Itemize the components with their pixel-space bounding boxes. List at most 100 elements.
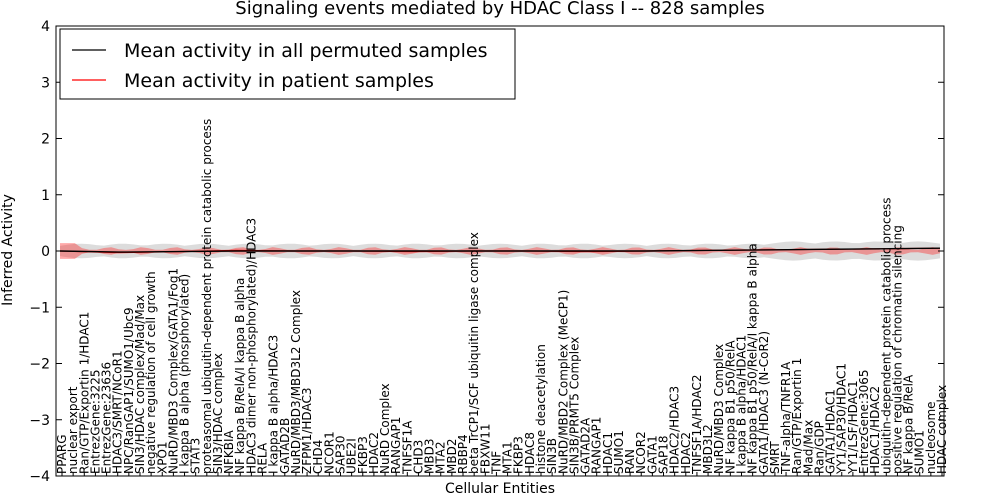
x-tick-label: SIN3/HDAC complex/Mad/Max bbox=[133, 295, 147, 474]
x-tick-label: RANGAP1 bbox=[590, 417, 604, 474]
x-tick-label: NuRD/MBD3/MBD3L2 Complex bbox=[289, 290, 303, 474]
x-tick-label: beta TrCP1/SCF ubiquitin ligase complex bbox=[467, 232, 481, 474]
x-tick-label: HDAC8 bbox=[523, 432, 537, 474]
x-tick-label: HDAC3 dimer non-phosphorylated)/HDAC3 bbox=[244, 218, 258, 474]
x-tick-label: SAP30 bbox=[334, 435, 348, 474]
x-tick-label: TNFSF1A bbox=[400, 420, 414, 475]
x-tick-label: HDAC1 bbox=[601, 432, 615, 474]
y-tick-label: −1 bbox=[29, 300, 50, 316]
x-tick-label: NuRD/MBD3 Complex/GATA1/Fog1 bbox=[166, 268, 180, 474]
x-tick-label: EntrezGene:23636 bbox=[100, 362, 114, 474]
x-tick-label: GATA1 bbox=[645, 435, 659, 474]
permuted-mean-line bbox=[59, 247, 941, 253]
legend-label-permuted: Mean activity in all permuted samples bbox=[124, 40, 487, 62]
x-tick-label: CHD3 bbox=[412, 440, 426, 474]
x-tick-label: RAN bbox=[623, 449, 637, 474]
x-tick-label: MBD3 bbox=[423, 439, 437, 474]
x-tick-label: MBD3L2 bbox=[701, 424, 715, 474]
x-axis-label: Cellular Entities bbox=[445, 481, 555, 497]
legend: Mean activity in all permuted samples Me… bbox=[59, 28, 516, 100]
x-tick-label: SUMO1 bbox=[913, 430, 927, 474]
x-tick-label: NuRD Complex bbox=[378, 383, 392, 474]
x-tick-label: MTA1 bbox=[501, 441, 515, 474]
x-tick-label: XPO1 bbox=[155, 441, 169, 474]
x-tick-label: MBD2 bbox=[445, 439, 459, 474]
x-tick-label: HDAC2 bbox=[367, 432, 381, 474]
x-tick-label: positive regulation of chromatin silenci… bbox=[890, 225, 904, 474]
x-tick-label: NPC/RanGAP1/SUMO1/Ubc9 bbox=[122, 307, 136, 474]
x-tick-label: TNF-alpha/TNFR1A bbox=[779, 361, 793, 475]
x-tick-label: HDAC2 bbox=[679, 432, 693, 474]
x-tick-label: NF kappa B/RelA bbox=[902, 374, 916, 474]
x-tick-label: MTA2 bbox=[434, 441, 448, 474]
x-tick-label: NuRD/MBD2 Complex (MeCP1) bbox=[556, 290, 570, 474]
x-tick-label: TNF bbox=[489, 451, 503, 475]
x-tick-label: UBE2I bbox=[345, 438, 359, 474]
x-tick-label: GATAD2A bbox=[579, 417, 593, 474]
x-tick-label: I kappa B alpha/HDAC3 bbox=[267, 335, 281, 474]
x-tick-label: YY1/SAP30/HDAC1 bbox=[835, 363, 849, 475]
x-tick-label: SIN3B bbox=[545, 438, 559, 474]
chart-title: Signaling events mediated by HDAC Class … bbox=[235, 0, 764, 19]
x-tick-label: FBXW11 bbox=[478, 424, 492, 475]
legend-box bbox=[59, 28, 516, 100]
x-tick-label: ubiquitin-dependent protein catabolic pr… bbox=[879, 198, 893, 474]
x-tick-label: nucleosome bbox=[924, 401, 938, 474]
y-tick-label: 3 bbox=[41, 75, 50, 91]
x-tick-label: EntrezGene:3225 bbox=[88, 370, 102, 475]
x-tick-label: NCOR2 bbox=[634, 431, 648, 474]
x-tick-label: HDAC1/HDAC2 bbox=[868, 386, 882, 474]
x-tick-label: SAP18 bbox=[657, 435, 671, 474]
x-tick-label: SUMO1 bbox=[612, 430, 626, 474]
x-tick-label: Ran/GTP/Exportin 1/HDAC1 bbox=[77, 312, 91, 474]
series-lines bbox=[59, 247, 941, 254]
y-axis: 4 3 2 1 0 −1 −2 −3 −4 bbox=[29, 19, 944, 485]
y-tick-label: −2 bbox=[29, 357, 50, 373]
y-tick-label: −3 bbox=[29, 413, 50, 429]
x-tick-label: TNFSF1A/HDAC2 bbox=[690, 375, 704, 475]
y-axis-label: Inferred Activity bbox=[0, 194, 16, 306]
y-tick-label: 4 bbox=[41, 19, 50, 35]
x-tick-label: FKBP3 bbox=[512, 436, 526, 474]
x-tick-label: HDAC2/HDAC3 bbox=[668, 386, 682, 474]
x-tick-label: Ran/GDP bbox=[813, 421, 827, 474]
x-tick-label: GATAD2B bbox=[278, 418, 292, 474]
x-tick-label: HDAC complex bbox=[935, 385, 949, 474]
x-tick-label: SMRT bbox=[768, 441, 782, 474]
x-tick-label: NuRD/MBD3 Complex bbox=[712, 344, 726, 474]
legend-label-patient: Mean activity in patient samples bbox=[124, 70, 434, 92]
x-tick-label: CHD4 bbox=[311, 440, 325, 474]
x-tick-label: Ran/GTP/Exportin 1 bbox=[790, 358, 804, 474]
x-tick-label: SIN3B/PRMT5 Complex bbox=[567, 337, 581, 474]
x-tick-label: NFKBIA bbox=[222, 429, 236, 474]
x-tick-label: I kappa B alpha/HDAC1 bbox=[735, 335, 749, 474]
x-tick-label: I kappa B alpha (phosphorylated) bbox=[178, 274, 192, 474]
y-tick-label: 2 bbox=[41, 132, 50, 148]
x-tick-label: ZFPM1/HDAC3 bbox=[300, 388, 314, 474]
x-tick-label: RBBP4 bbox=[456, 434, 470, 474]
x-tick-label: NF kappa B/RelA/I kappa B alpha bbox=[233, 278, 247, 474]
x-tick-label: FKBP3 bbox=[356, 436, 370, 474]
x-tick-label: SIN3/HDAC complex bbox=[211, 353, 225, 474]
x-tick-label: negative regulation of cell growth bbox=[144, 271, 158, 474]
x-tick-label: PPARG bbox=[55, 434, 69, 474]
x-tick-label: RANGAP1 bbox=[389, 417, 403, 474]
x-tick-label: YY1/LSF/HDAC1 bbox=[846, 380, 860, 475]
x-tick-label: EntrezGene:3065 bbox=[857, 370, 871, 475]
y-tick-label: −4 bbox=[29, 469, 50, 485]
x-tick-label: GATA1/HDAC1 bbox=[824, 389, 838, 474]
x-tick-label: Mad/Max bbox=[801, 420, 815, 474]
x-tick-label: HDAC3/SMRT/NCoR1 bbox=[111, 350, 125, 474]
x-tick-label: GATA1/HDAC3 (N-CoR2) bbox=[757, 331, 771, 474]
x-tick-label: NF kappa B1 p50/RelA/I kappa B alpha bbox=[746, 243, 760, 474]
x-tick-label: histone deacetylation bbox=[534, 344, 548, 474]
x-tick-label: RELA bbox=[256, 442, 270, 474]
y-tick-label: 1 bbox=[41, 188, 50, 204]
x-tick-label: proteasomal ubiquitin-dependent protein … bbox=[200, 119, 214, 474]
x-tick-label: nuclear export bbox=[66, 386, 80, 474]
y-tick-label: 0 bbox=[41, 244, 50, 260]
x-tick-label: NCOR1 bbox=[322, 431, 336, 474]
x-tick-label: NF kappa B1 p50/RelA bbox=[723, 340, 737, 474]
